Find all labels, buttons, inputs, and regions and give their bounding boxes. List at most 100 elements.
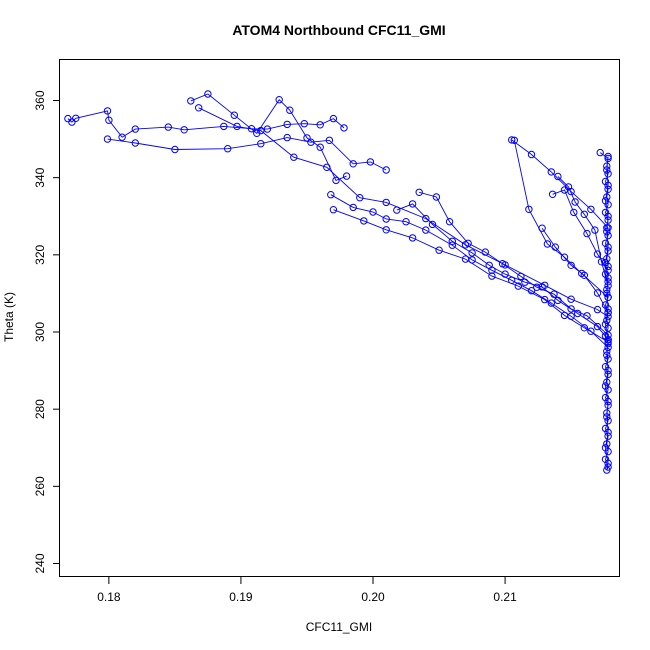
data-point (604, 432, 612, 440)
data-point (527, 287, 536, 295)
data-point (538, 224, 546, 232)
data-point (587, 327, 595, 335)
y-tick-label: 300 (33, 322, 47, 342)
data-point (601, 208, 610, 217)
data-point (567, 261, 575, 269)
series-5 (327, 191, 612, 352)
data-point (435, 246, 443, 254)
x-axis: 0.18 0.19 0.20 0.21 (97, 577, 517, 604)
data-point (342, 172, 351, 180)
data-point (428, 220, 437, 229)
data-point (560, 186, 569, 194)
data-point (601, 424, 610, 433)
x-tick-label: 0.21 (493, 590, 517, 604)
data-point (604, 336, 612, 344)
data-point (604, 355, 612, 363)
data-point (604, 247, 612, 255)
data-point (570, 208, 578, 217)
data-point (604, 401, 612, 409)
data-point (601, 455, 610, 463)
data-point (286, 106, 294, 114)
y-tick-label: 360 (33, 90, 47, 110)
y-tick-label: 280 (33, 399, 47, 419)
series-line (330, 194, 609, 348)
data-point (550, 290, 558, 298)
data-point (601, 177, 610, 186)
data-point (300, 120, 308, 128)
data-point (445, 218, 454, 226)
data-point (393, 206, 401, 214)
data-point (508, 136, 516, 144)
data-point (601, 332, 610, 340)
data-point (583, 312, 591, 320)
series-12 (548, 186, 612, 274)
data-point (601, 258, 610, 267)
data-point (597, 258, 606, 266)
data-point (105, 116, 113, 124)
data-point (593, 250, 602, 258)
data-point (604, 305, 612, 313)
data-point (604, 459, 612, 467)
data-point (68, 118, 76, 126)
data-point (538, 283, 546, 291)
y-axis: 240 260 280 300 320 340 360 (33, 90, 60, 574)
data-point (601, 270, 610, 278)
data-point (464, 239, 472, 248)
series-6 (329, 206, 612, 346)
series-2 (103, 133, 390, 174)
series-line (511, 139, 609, 229)
data-point (220, 122, 228, 131)
data-point (547, 299, 555, 307)
data-point (533, 283, 541, 291)
data-point (603, 378, 611, 386)
data-point (604, 201, 612, 209)
series-line (333, 209, 609, 343)
x-tick-label: 0.18 (97, 590, 121, 604)
data-point (601, 363, 610, 371)
data-point (601, 382, 610, 390)
data-point (603, 351, 611, 359)
data-point (131, 125, 140, 133)
series-3 (187, 90, 351, 185)
data-point (329, 114, 338, 123)
data-point (604, 366, 612, 375)
data-point (360, 217, 368, 225)
data-point (601, 239, 610, 248)
data-point (604, 370, 612, 379)
data-point (525, 205, 533, 214)
data-point (283, 133, 291, 142)
data-point (603, 228, 611, 236)
data-point (164, 123, 173, 131)
data-point (131, 139, 140, 147)
data-point (498, 260, 507, 268)
data-point (567, 305, 575, 313)
data-point (604, 243, 612, 251)
data-point (583, 229, 591, 238)
data-point (382, 215, 390, 223)
data-point (275, 96, 283, 104)
data-point (485, 261, 493, 269)
data-point (517, 272, 525, 281)
data-point (481, 248, 489, 256)
data-point (257, 126, 265, 135)
data-point (601, 393, 610, 402)
data-point (422, 226, 430, 234)
data-point (448, 237, 456, 246)
series-line (541, 227, 609, 313)
data-point (604, 181, 612, 190)
data-point (329, 206, 338, 214)
data-point (593, 322, 602, 331)
data-point (604, 417, 612, 425)
chart-title: ATOM4 Northbound CFC11_GMI (232, 22, 445, 38)
data-point (604, 278, 612, 286)
data-point (604, 216, 612, 224)
y-tick-label: 340 (33, 167, 47, 187)
data-point (356, 194, 364, 202)
data-point (349, 203, 357, 212)
data-point (514, 282, 522, 290)
data-point (118, 133, 126, 141)
data-point (263, 125, 272, 133)
data-point (593, 305, 602, 314)
plot-frame (59, 59, 620, 577)
data-point (382, 198, 390, 207)
